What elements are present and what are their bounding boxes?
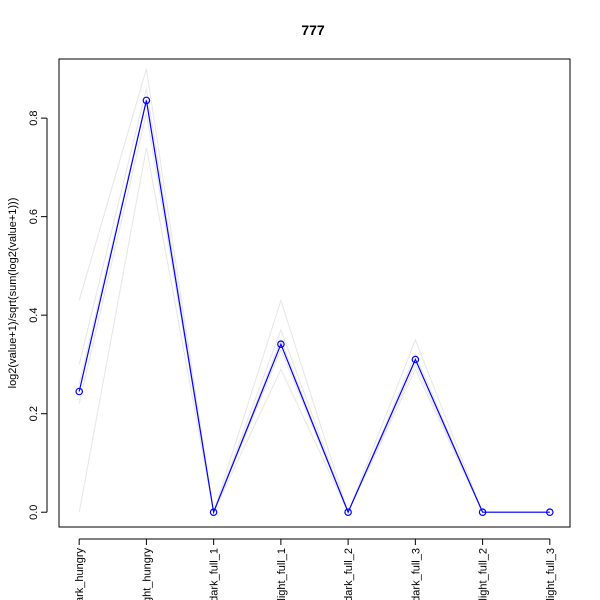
y-tick-label: 0.6 [28, 209, 40, 224]
x-tick-label: light_full_2 [478, 548, 490, 600]
data-point-light_full_1 [277, 340, 285, 349]
x-tick-label: light_full_3 [545, 548, 557, 600]
plot-frame [58, 58, 571, 528]
x-tick-label: light_full_1 [276, 548, 288, 600]
data-point-dark_hungry [75, 387, 84, 396]
x-tick-label: dark_full_2 [343, 548, 355, 600]
y-tick-label: 0.8 [28, 110, 40, 125]
x-tick-label: dark_full_3 [410, 548, 422, 600]
data-point-dark_full_3 [411, 355, 420, 364]
data-point-light_full_3 [545, 508, 554, 517]
background-line-3 [78, 88, 550, 515]
series-line [78, 100, 550, 515]
data-point-light_hungry [142, 96, 151, 105]
background-line-2 [78, 147, 550, 514]
background-lines [78, 68, 550, 515]
background-line-5 [78, 98, 550, 515]
chart-title: 777 [301, 22, 325, 38]
x-tick-label: ght_hungry [141, 548, 153, 600]
background-line-1 [78, 68, 550, 514]
data-point-dark_full_1 [209, 508, 218, 517]
axes: 0.0 0.2 0.4 0.6 0.8 ark_hungry ght_hungry dark_… [28, 58, 571, 600]
highlight-series [75, 96, 554, 517]
y-tick-label: 0.0 [28, 505, 40, 520]
x-tick-label: dark_full_1 [209, 548, 221, 600]
x-tick-label: ark_hungry [74, 548, 86, 600]
y-axis-label: log2(value+1)/sqrt(sum(log2(value+1))) [7, 198, 19, 389]
y-tick-label: 0.4 [28, 308, 40, 323]
y-tick-label: 0.2 [28, 406, 40, 421]
background-line-4 [78, 113, 550, 514]
data-point-dark_full_2 [344, 508, 352, 517]
data-point-light_full_2 [478, 508, 487, 517]
